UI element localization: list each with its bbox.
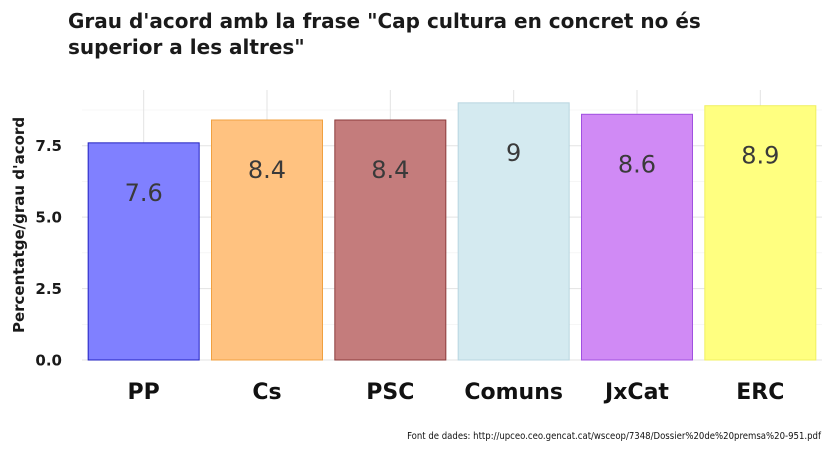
y-tick-label: 2.5 bbox=[35, 280, 62, 298]
y-tick-label: 7.5 bbox=[35, 137, 62, 155]
y-axis-title: Percentatge/grau d'acord bbox=[10, 117, 28, 333]
x-tick-label: Cs bbox=[252, 380, 281, 405]
bar-erc bbox=[704, 105, 817, 361]
chart-title: Grau d'acord amb la frase "Cap cultura e… bbox=[68, 9, 701, 59]
axis-layer: 0.0 2.5 5.0 7.5 PP Cs PSC Comuns JxCat ERC Percent… bbox=[10, 117, 784, 405]
bar-psc bbox=[334, 119, 447, 361]
x-tick-label: JxCat bbox=[603, 380, 669, 405]
x-tick-label: PP bbox=[128, 380, 160, 405]
bars-layer bbox=[87, 102, 817, 361]
x-tick-label: ERC bbox=[736, 380, 784, 405]
bar-comuns bbox=[457, 102, 570, 361]
value-label: 7.6 bbox=[125, 179, 163, 207]
x-tick-label: Comuns bbox=[464, 380, 563, 405]
y-tick-label: 5.0 bbox=[35, 209, 62, 227]
value-labels-layer: 7.6 8.4 8.4 9 8.6 8.9 bbox=[125, 139, 780, 207]
y-tick-label: 0.0 bbox=[35, 352, 62, 370]
bar-jxcat bbox=[581, 113, 693, 361]
value-label: 8.6 bbox=[618, 150, 656, 178]
value-label: 8.4 bbox=[371, 156, 409, 184]
x-tick-label: PSC bbox=[366, 380, 414, 405]
value-label: 9 bbox=[506, 139, 521, 167]
bar-pp bbox=[87, 142, 200, 361]
value-label: 8.9 bbox=[741, 142, 779, 170]
bar-cs bbox=[211, 119, 323, 361]
source-caption: Font de dades: http://upceo.ceo.gencat.c… bbox=[407, 431, 821, 442]
value-label: 8.4 bbox=[248, 156, 286, 184]
